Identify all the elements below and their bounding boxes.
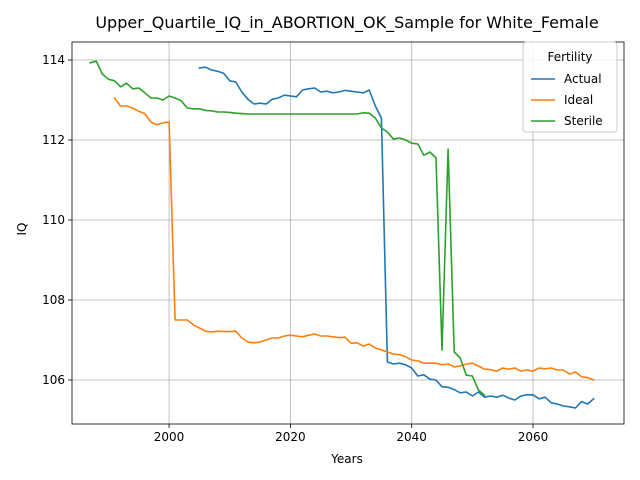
y-tick-label: 114 bbox=[42, 53, 65, 67]
legend-entries: Actual Ideal Sterile bbox=[531, 72, 603, 128]
y-tick-label: 108 bbox=[42, 293, 65, 307]
chart-title: Upper_Quartile_IQ_in_ABORTION_OK_Sample … bbox=[95, 13, 598, 33]
legend: Fertility Actual Ideal Sterile bbox=[522, 41, 618, 133]
x-tick-label: 2040 bbox=[396, 430, 427, 444]
series-layer bbox=[89, 60, 595, 409]
series-line-actual bbox=[198, 66, 595, 409]
y-tick-label: 106 bbox=[42, 373, 65, 387]
x-tick-label: 2020 bbox=[275, 430, 306, 444]
plot-frame bbox=[71, 41, 625, 425]
x-tick-label: 2060 bbox=[518, 430, 549, 444]
legend-label-ideal: Ideal bbox=[564, 93, 593, 107]
ticks-layer: 2000 2020 2040 2060 106 108 110 112 114 bbox=[42, 53, 548, 444]
y-axis-label: IQ bbox=[15, 223, 29, 236]
y-tick-label: 112 bbox=[42, 133, 65, 147]
x-axis-label: Years bbox=[330, 452, 363, 466]
legend-label-sterile: Sterile bbox=[564, 114, 603, 128]
legend-title: Fertility bbox=[547, 50, 592, 64]
y-tick-label: 110 bbox=[42, 213, 65, 227]
x-tick-label: 2000 bbox=[154, 430, 185, 444]
legend-box bbox=[522, 41, 618, 133]
series-line-ideal bbox=[113, 96, 595, 382]
series-line-sterile bbox=[89, 60, 486, 397]
legend-label-actual: Actual bbox=[564, 72, 602, 86]
